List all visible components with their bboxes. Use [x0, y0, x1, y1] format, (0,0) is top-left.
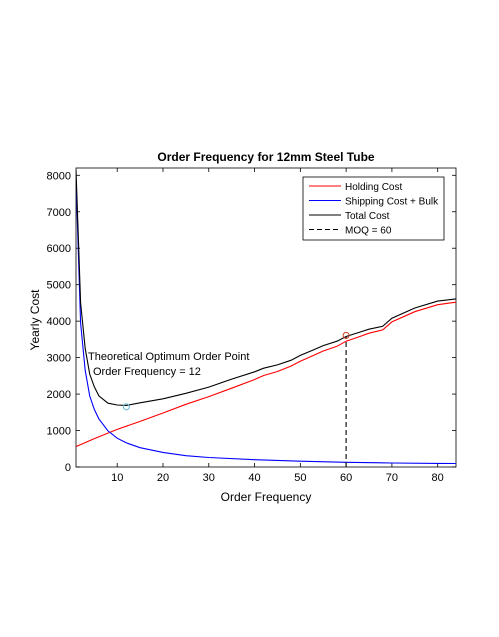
y-tick-label: 8000 [47, 170, 71, 182]
chart-title: Order Frequency for 12mm Steel Tube [157, 150, 374, 164]
y-tick-label: 7000 [47, 207, 71, 219]
legend-label: Total Cost [345, 211, 390, 222]
y-tick-label: 3000 [47, 353, 71, 365]
x-axis-label: Order Frequency [221, 490, 312, 504]
legend-label: MOQ = 60 [345, 226, 392, 237]
y-tick-label: 4000 [47, 316, 71, 328]
y-tick-label: 5000 [47, 280, 71, 292]
x-tick-label: 80 [432, 472, 444, 484]
y-tick-label: 1000 [47, 426, 71, 438]
y-axis-label: Yearly Cost [28, 289, 42, 351]
y-tick-label: 6000 [47, 243, 71, 255]
legend-label: Shipping Cost + Bulk [345, 197, 439, 208]
y-tick-label: 0 [65, 462, 71, 474]
x-tick-label: 10 [111, 472, 123, 484]
annotation-line-2: Order Frequency = 12 [93, 366, 201, 378]
legend: Holding Cost Shipping Cost + Bulk Total Co… [303, 177, 444, 240]
y-tick-label: 2000 [47, 389, 71, 401]
legend-label: Holding Cost [345, 182, 402, 193]
x-tick-label: 70 [386, 472, 398, 484]
x-tick-label: 40 [248, 472, 260, 484]
x-tick-label: 20 [157, 472, 169, 484]
annotation-line-1: Theoretical Optimum Order Point [88, 351, 249, 363]
x-tick-label: 60 [340, 472, 352, 484]
x-tick-label: 30 [203, 472, 215, 484]
x-tick-label: 50 [294, 472, 306, 484]
